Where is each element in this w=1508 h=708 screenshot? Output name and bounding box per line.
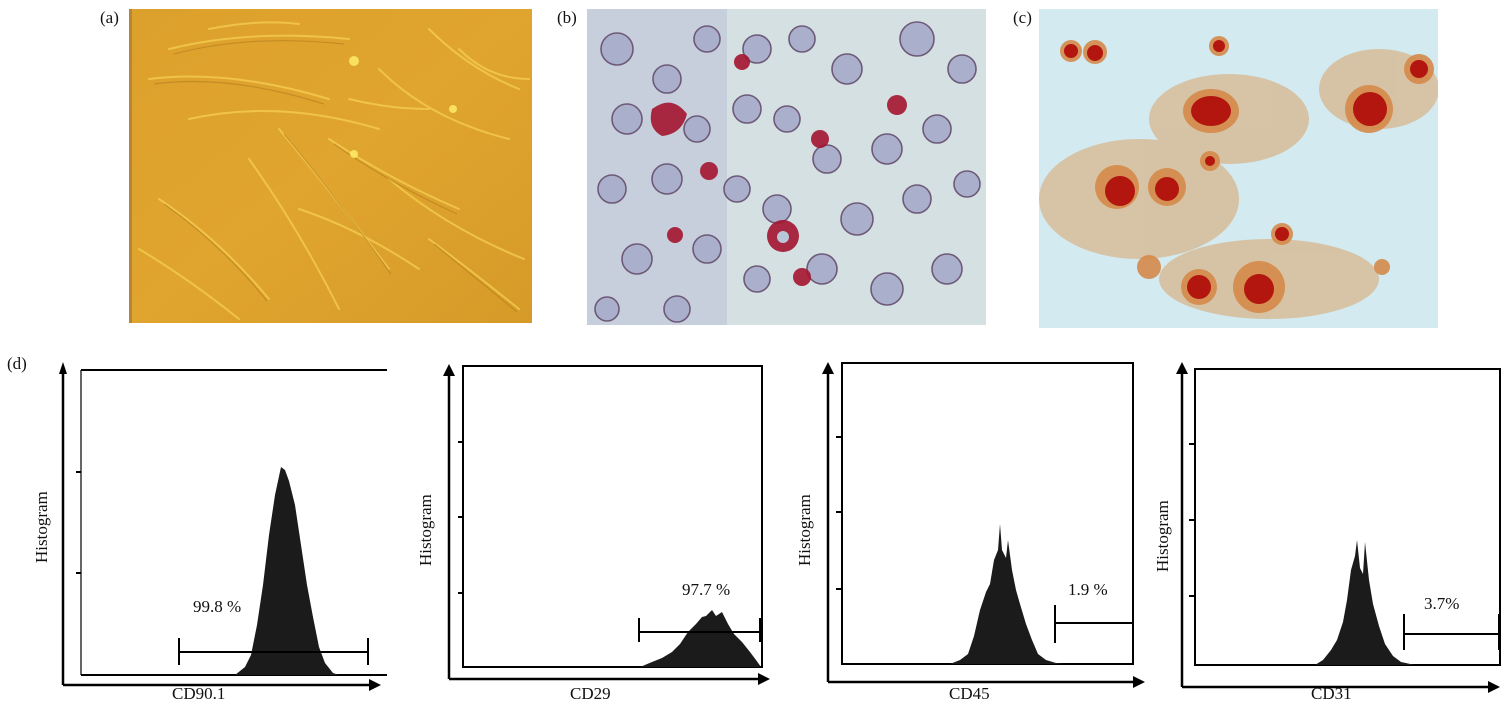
y-axis-label-cd90: Histogram	[32, 491, 51, 563]
y-axis-label-cd29: Histogram	[416, 494, 435, 566]
histogram-cd29	[440, 362, 780, 692]
x-axis-label-cd31: CD31	[1311, 684, 1352, 703]
histogram-cd31	[1175, 360, 1508, 693]
x-axis-arrow-icon	[369, 679, 381, 691]
y-axis-arrow-icon	[59, 362, 67, 374]
x-axis-label-cd90: CD90.1	[172, 684, 226, 703]
histogram-cd45	[820, 360, 1150, 690]
gate-percentage-cd29: 97.7 %	[682, 580, 731, 599]
micrograph-b-stained-cells	[587, 9, 986, 325]
gate-percentage-cd31: 3.7%	[1424, 594, 1460, 613]
y-axis-label-cd31: Histogram	[1153, 500, 1172, 572]
micrograph-a-fibroblast-cells	[129, 9, 532, 323]
x-axis-label-cd45: CD45	[949, 684, 990, 703]
panel-label-d: (d)	[7, 354, 27, 373]
histogram-cd90	[55, 355, 400, 691]
panel-label-c: (c)	[1013, 8, 1032, 27]
panel-label-a: (a)	[100, 8, 119, 27]
gate-percentage-cd45: 1.9 %	[1068, 580, 1108, 599]
x-axis-label-cd29: CD29	[570, 684, 611, 703]
y-axis-label-cd45: Histogram	[795, 494, 814, 566]
gate-percentage-cd90: 99.8 %	[193, 597, 242, 616]
panel-label-b: (b)	[557, 8, 577, 27]
micrograph-c-stained-nodules	[1039, 9, 1438, 328]
